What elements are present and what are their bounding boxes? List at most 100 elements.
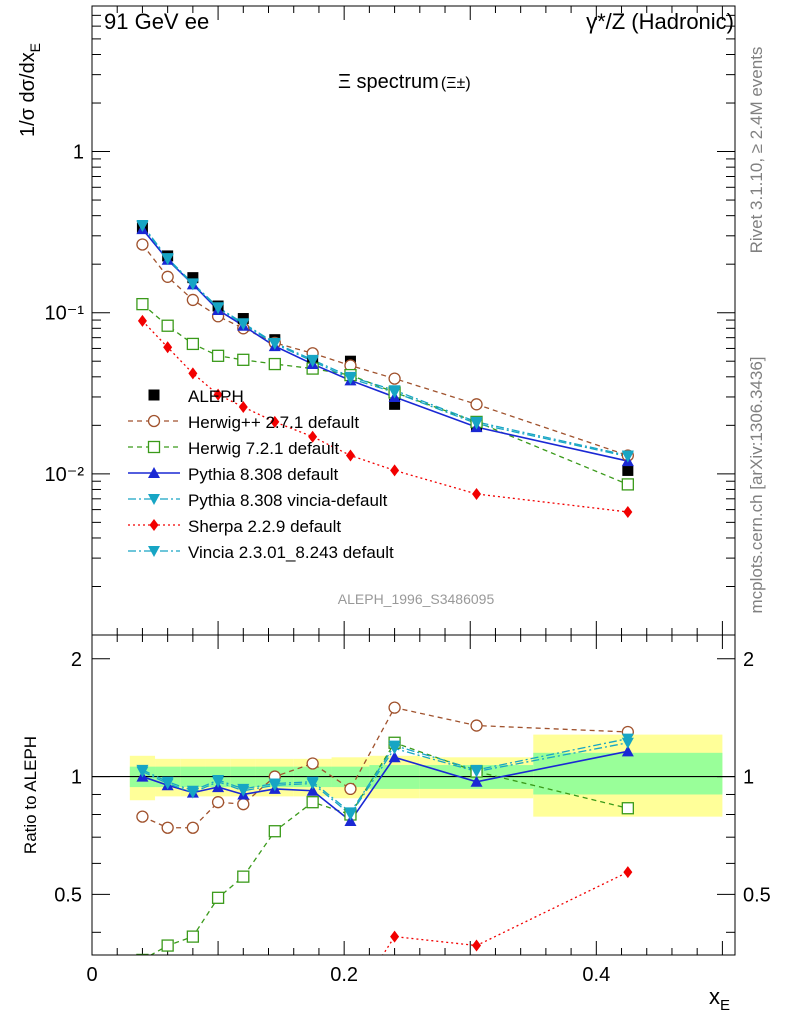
- label-main: x: [709, 984, 720, 1009]
- upper-point-vincia-2-3-01-8-243-default: [621, 450, 634, 462]
- upper-point-sherpa-2-2-9-default: [472, 487, 482, 500]
- upper-point-aleph: [187, 272, 199, 284]
- upper-point-aleph: [389, 398, 401, 410]
- upper-point-vincia-2-3-01-8-243-default: [161, 253, 174, 265]
- upper-point-sherpa-2-2-9-default: [213, 388, 223, 401]
- upper-title: Ξ spectrum (Ξ±): [338, 71, 471, 93]
- label-main: 1/σ dσ/dx: [17, 52, 39, 137]
- lower-point-vincia-2-3-01-8-243-default: [161, 776, 174, 788]
- upper-point-vincia-2-3-01-8-243-default: [470, 416, 483, 428]
- legend-marker-pythia-8-308-default: [148, 467, 160, 478]
- lower-point-vincia-2-3-01-8-243-default: [268, 778, 281, 790]
- lower-point-herwig-2-7-1-default: [136, 810, 149, 823]
- lower-panel-markers: [136, 701, 634, 955]
- lower-point-herwig-7-2-1-default: [306, 796, 319, 809]
- legend-marker-vincia-2-3-01-8-243-default: [148, 546, 160, 557]
- lower-xlabel: xE: [709, 984, 730, 1014]
- upper-point-vincia-2-3-01-8-243-default: [136, 220, 149, 232]
- xtick-label: 0: [86, 964, 97, 986]
- lower-ytick-label-right: 2: [743, 649, 754, 671]
- upper-point-herwig-2-7-1-default: [186, 293, 200, 307]
- upper-point-vincia-2-3-01-8-243-default: [237, 318, 250, 330]
- lower-point-sherpa-2-2-9-default: [623, 866, 633, 879]
- lower-point-herwig-2-7-1-default: [186, 821, 200, 834]
- label-sub: E: [720, 997, 730, 1014]
- legend-label-herwig-7-2-1-default: Herwig 7.2.1 default: [188, 439, 339, 458]
- lower-ytick-label-right: 0.5: [743, 884, 771, 906]
- upper-point-herwig-7-2-1-default: [161, 319, 174, 332]
- upper-point-herwig-2-7-1-default: [136, 238, 149, 251]
- lower-point-vincia-2-3-01-8-243-default: [470, 764, 483, 776]
- xtick-label: 0.2: [330, 964, 358, 986]
- legend-marker-herwig-2-7-1-default: [147, 414, 161, 428]
- lower-point-herwig-2-7-1-default: [388, 701, 401, 714]
- upper-ytick-label: 10⁻²: [45, 464, 85, 486]
- lower-ytick-label-left: 0.5: [54, 884, 82, 906]
- label-sub: E: [27, 43, 43, 52]
- lower-panel-bands: [92, 734, 735, 817]
- upper-ytick-label: 1: [73, 142, 84, 164]
- lower-point-herwig-7-2-1-default: [211, 891, 225, 904]
- rivet-label: Rivet 3.1.10, ≥ 2.4M events: [747, 47, 766, 254]
- upper-line-herwig-2-7-1-default: [141, 244, 629, 457]
- upper-point-herwig-2-7-1-default: [470, 398, 483, 411]
- legend-label-pythia-8-308-vincia-default: Pythia 8.308 vincia-default: [188, 491, 388, 510]
- lower-point-herwig-7-2-1-default: [268, 825, 281, 838]
- upper-watermark: ALEPH_1996_S3486095: [338, 591, 495, 607]
- upper-point-vincia-2-3-01-8-243-default: [306, 354, 319, 366]
- upper-point-vincia-2-3-01-8-243-default: [388, 385, 401, 397]
- upper-point-sherpa-2-2-9-default: [238, 400, 248, 413]
- upper-point-vincia-2-3-01-8-243-default: [268, 337, 281, 349]
- legend-label-vincia-2-3-01-8-243-default: Vincia 2.3.01_8.243 default: [188, 543, 394, 562]
- upper-title-suffix: (Ξ±): [441, 75, 471, 92]
- legend-label-sherpa-2-2-9-default: Sherpa 2.2.9 default: [188, 517, 341, 536]
- lower-point-vincia-2-3-01-8-243-default: [136, 764, 149, 776]
- lower-line-sherpa-2-2-9-default: [382, 871, 629, 955]
- upper-line-sherpa-2-2-9-default: [141, 320, 628, 513]
- upper-ytick-label: 10⁻¹: [45, 303, 85, 325]
- upper-point-herwig-2-7-1-default: [161, 270, 174, 283]
- lower-point-herwig-7-2-1-default: [161, 939, 174, 952]
- lower-point-vincia-2-3-01-8-243-default: [212, 774, 225, 786]
- lower-panel-axes: 0.5 0.5 1 1 2 2 0 0.2 0.4: [54, 635, 771, 986]
- lower-point-sherpa-2-2-9-default: [390, 930, 400, 943]
- lower-point-herwig-7-2-1-default: [621, 802, 634, 815]
- lower-ytick-label-right: 1: [743, 767, 754, 789]
- upper-point-sherpa-2-2-9-default: [137, 314, 147, 327]
- lower-point-herwig-2-7-1-default: [306, 757, 319, 770]
- xtick-label: 0.4: [582, 964, 610, 986]
- lower-point-sherpa-2-2-9-default: [472, 939, 482, 952]
- lower-point-vincia-2-3-01-8-243-default: [344, 807, 357, 819]
- upper-point-sherpa-2-2-9-default: [163, 341, 173, 354]
- upper-point-herwig-7-2-1-default: [268, 357, 281, 371]
- upper-point-herwig-7-2-1-default: [186, 337, 200, 351]
- lower-ytick-label-left: 1: [71, 767, 82, 789]
- upper-ylabel: 1/σ dσ/dxE: [17, 43, 43, 137]
- lower-ytick-label-left: 2: [71, 649, 82, 671]
- lower-point-herwig-2-7-1-default: [470, 719, 483, 732]
- mcplots-label: mcplots.cern.ch [arXiv:1306.3436]: [747, 356, 766, 613]
- legend: ALEPH Herwig++ 2.7.1 default Herwig 7.2.1 …: [128, 387, 394, 562]
- upper-point-sherpa-2-2-9-default: [345, 449, 355, 462]
- upper-point-herwig-7-2-1-default: [621, 478, 634, 491]
- lower-point-herwig-2-7-1-default: [344, 782, 357, 796]
- legend-marker-herwig-7-2-1-default: [147, 440, 161, 454]
- lower-point-vincia-2-3-01-8-243-default: [186, 785, 199, 797]
- lower-point-pythia-8-308-default: [388, 751, 401, 763]
- upper-point-herwig-7-2-1-default: [211, 349, 225, 362]
- lower-point-herwig-7-2-1-default: [237, 870, 250, 883]
- upper-point-vincia-2-3-01-8-243-default: [344, 371, 357, 383]
- lower-point-pythia-8-308-default: [306, 784, 319, 796]
- upper-point-herwig-2-7-1-default: [388, 372, 401, 385]
- lower-point-vincia-2-3-01-8-243-default: [306, 776, 319, 788]
- upper-point-sherpa-2-2-9-default: [188, 367, 198, 380]
- upper-panel-markers: [136, 220, 634, 518]
- lower-point-vincia-2-3-01-8-243-default: [388, 740, 401, 752]
- upper-point-aleph: [622, 464, 634, 476]
- legend-label-pythia-8-308-default: Pythia 8.308 default: [188, 465, 339, 484]
- header-right-label: γ*/Z (Hadronic): [586, 9, 734, 34]
- lower-ylabel: Ratio to ALEPH: [21, 736, 40, 854]
- upper-title-main: Ξ spectrum: [338, 71, 439, 93]
